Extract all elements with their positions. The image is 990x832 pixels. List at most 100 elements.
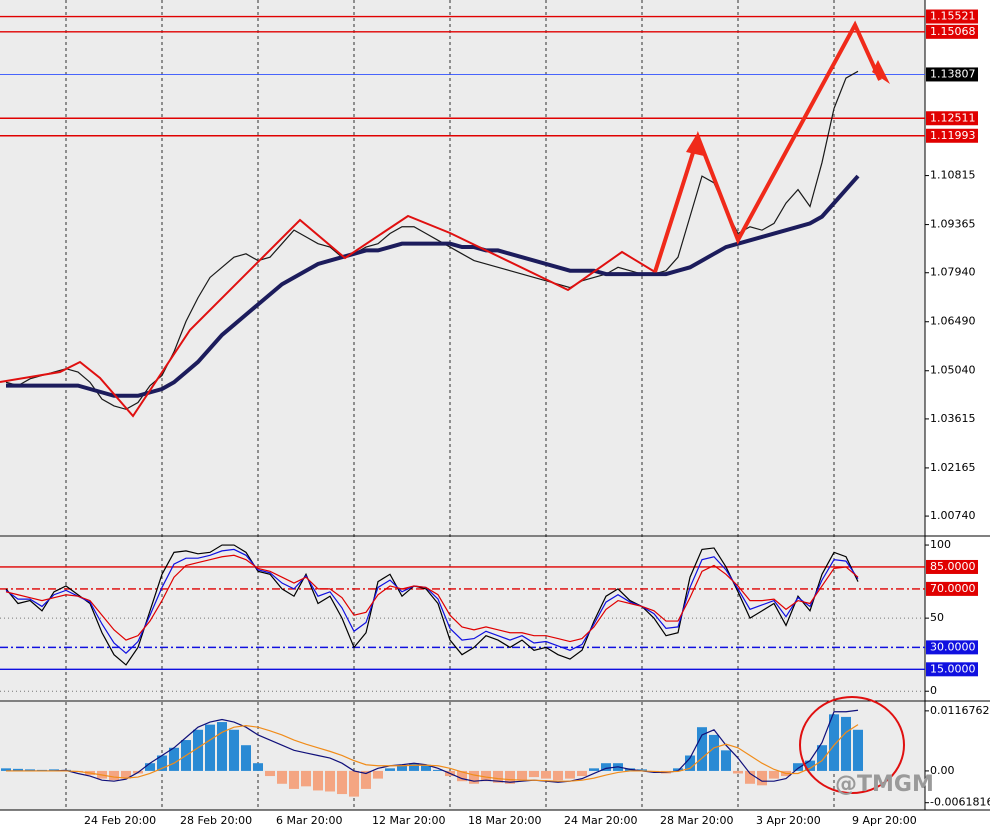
histogram-bar	[157, 755, 167, 771]
histogram-bar	[325, 770, 335, 792]
y-tick-label: 1.07940	[930, 266, 976, 279]
histogram-bar	[721, 750, 731, 771]
histogram-bar	[505, 770, 515, 784]
y-tick-label: 50	[930, 611, 944, 624]
x-tick-label: 3 Apr 20:00	[756, 814, 821, 827]
histogram-bar	[541, 770, 551, 779]
level-box	[926, 662, 978, 677]
histogram-bar	[697, 727, 707, 771]
histogram-bar	[577, 770, 587, 777]
x-tick-label: 12 Mar 20:00	[372, 814, 445, 827]
histogram-bar	[13, 768, 23, 771]
histogram-bar	[145, 763, 155, 771]
x-tick-label: 28 Feb 20:00	[180, 814, 252, 827]
histogram-bar	[109, 770, 119, 781]
histogram-bar	[565, 770, 575, 779]
histogram-bar	[601, 763, 611, 771]
x-tick-label: 9 Apr 20:00	[852, 814, 917, 827]
histogram-bar	[169, 747, 179, 771]
level-label: 1.15068	[930, 25, 976, 38]
histogram-bar	[241, 745, 251, 771]
arrow-head	[686, 132, 704, 156]
histogram-bar	[385, 768, 395, 771]
histogram-bar	[253, 763, 263, 771]
histogram-bar	[205, 724, 215, 771]
histogram-bar	[433, 769, 443, 771]
x-tick-label: 28 Mar 20:00	[660, 814, 733, 827]
histogram-bar	[757, 770, 767, 786]
level-label: 30.0000	[930, 640, 976, 653]
x-tick-label: 24 Mar 20:00	[564, 814, 637, 827]
histogram-bar	[589, 768, 599, 771]
histogram-bar	[421, 764, 431, 771]
histogram-bar	[277, 770, 287, 784]
zigzag-arrow	[653, 20, 882, 273]
histogram-bar	[373, 770, 383, 779]
level-box	[926, 24, 978, 39]
x-tick-label: 6 Mar 20:00	[276, 814, 342, 827]
x-tick-label: 18 Mar 20:00	[468, 814, 541, 827]
histogram-bar	[229, 729, 239, 771]
y-tick-label: 1.10815	[930, 169, 976, 182]
y-tick-label: 1.09365	[930, 218, 976, 231]
histogram-bar	[493, 770, 503, 783]
histogram-bar	[49, 769, 59, 771]
histogram-bar	[853, 729, 863, 771]
histogram-bar	[769, 770, 779, 779]
level-box	[926, 581, 978, 596]
histogram-bar	[409, 763, 419, 771]
histogram-bar	[841, 716, 851, 771]
histogram-bar	[337, 770, 347, 795]
y-tick-label: 1.06490	[930, 315, 976, 328]
series-line	[5, 554, 859, 643]
y-tick-label: 0	[930, 684, 937, 697]
histogram-bar	[805, 760, 815, 771]
level-label: 85.0000	[930, 560, 976, 573]
histogram-bar	[793, 763, 803, 771]
histogram-bar	[1, 768, 11, 771]
level-label: 1.12511	[930, 111, 976, 124]
y-tick-label: 1.00740	[930, 509, 976, 522]
histogram-bar	[217, 722, 227, 771]
histogram-bar	[637, 769, 647, 771]
level-box	[926, 640, 978, 655]
histogram-bar	[529, 770, 539, 778]
level-label: 1.11993	[930, 129, 976, 142]
zigzag	[0, 214, 656, 418]
y-tick-label: 1.03615	[930, 412, 976, 425]
level-label: 15.0000	[930, 662, 976, 675]
histogram-bar	[673, 768, 683, 771]
level-box	[926, 9, 978, 24]
histogram-bar	[313, 770, 323, 791]
histogram-bar	[193, 729, 203, 771]
oscillator-panel	[0, 537, 925, 700]
histogram-bar	[361, 770, 371, 789]
histogram-bar	[745, 770, 755, 784]
y-tick-label: -0.0061816	[930, 796, 990, 809]
histogram-bar	[469, 770, 479, 784]
histogram-bar	[25, 769, 35, 771]
level-box	[926, 559, 978, 574]
histogram-bar	[685, 755, 695, 771]
histogram-bar	[457, 770, 467, 782]
histogram-bar	[301, 770, 311, 787]
histogram-bar	[709, 734, 719, 771]
y-tick-label: 1.02165	[930, 461, 976, 474]
histogram-bar	[289, 770, 299, 789]
level-box	[926, 111, 978, 126]
histogram-bar	[349, 770, 359, 797]
histogram-bar	[397, 765, 407, 771]
highlight-circle	[799, 696, 905, 794]
level-label: 1.13807	[930, 67, 976, 80]
series-line	[5, 544, 859, 666]
histogram-bar	[817, 745, 827, 771]
level-label: 1.15521	[930, 10, 976, 23]
y-tick-label: 0.00	[930, 764, 955, 777]
series-line	[6, 709, 859, 783]
series-line	[5, 548, 859, 655]
price-panel	[0, 0, 925, 535]
histogram-bar	[733, 770, 743, 774]
histogram-bar	[517, 770, 527, 781]
